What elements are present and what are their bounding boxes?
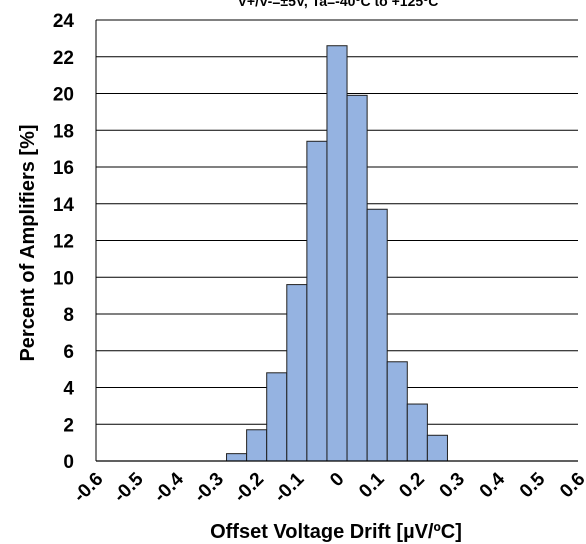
y-tick-label: 16 [53,158,74,179]
x-tick-label: 0.6 [556,469,586,503]
y-tick-label: 14 [53,195,75,216]
y-tick-label: 18 [53,121,74,142]
x-axis-title: Offset Voltage Drift [µV/ºC] [210,521,462,543]
y-tick-label: 10 [53,268,74,289]
histogram-bar [286,284,308,462]
histogram-bars [226,45,448,462]
x-tick-label: 0.5 [516,468,550,502]
x-tick-label: -0.5 [110,468,148,506]
histogram-bar [426,434,448,462]
x-tick-label: 0 [326,469,348,491]
y-tick-label: 0 [63,452,74,473]
histogram-bar [266,372,288,462]
x-tick-labels: -0.6 -0.5 -0.4 -0.3 -0.2 -0.1 0 0.1 0.2 0.3 0.4 0.5… [70,468,586,506]
histogram-bar [366,208,388,462]
x-tick-label: 0.1 [355,468,389,502]
x-tick-label: -0.1 [270,468,308,506]
x-tick-label: -0.6 [70,469,108,507]
chart-title: V+/V-=±5V, Ta=-40ºC to +125ºC [238,0,439,9]
histogram-bar [326,45,348,462]
y-tick-label: 20 [53,85,74,106]
histogram-bar [346,94,368,462]
x-tick-label: 0.4 [476,468,510,502]
histogram-bar [406,403,428,462]
x-tick-label: -0.3 [190,469,228,507]
axes [95,20,578,462]
y-tick-label: 12 [53,232,74,253]
y-tick-label: 6 [63,342,74,363]
y-tick-label: 4 [63,379,74,400]
histogram-bar [386,361,408,462]
x-tick-label: 0.2 [395,469,429,503]
y-tick-label: 24 [53,11,75,32]
y-axis-title: Percent of Amplifiers [%] [17,124,39,361]
x-tick-label: -0.2 [230,469,268,507]
histogram-bar [226,453,248,462]
x-tick-label: -0.4 [150,468,188,506]
x-tick-label: 0.3 [436,469,470,503]
y-tick-label: 2 [63,415,74,436]
histogram-bar [246,429,268,462]
y-tick-label: 8 [63,305,74,326]
histogram-bar [306,140,328,462]
y-tick-label: 22 [53,48,74,69]
